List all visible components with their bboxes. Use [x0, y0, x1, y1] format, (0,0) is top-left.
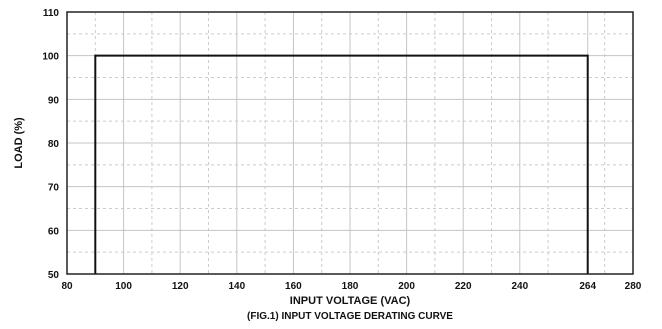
x-tick-label: 280 [625, 281, 642, 292]
y-tick-label: 60 [48, 226, 60, 237]
chart-title: (FIG.1) INPUT VOLTAGE DERATING CURVE [247, 311, 453, 322]
x-tick-label: 200 [398, 281, 415, 292]
derating-curve-line [94, 54, 589, 274]
y-tick-label: 50 [48, 270, 60, 281]
x-tick-label: 240 [511, 281, 528, 292]
plot-frame [66, 11, 634, 275]
y-tick-labels: 50 60 70 80 90 100 110 [42, 8, 59, 281]
grid-layer [66, 11, 634, 275]
x-tick-label: 140 [228, 281, 245, 292]
y-tick-label: 100 [42, 52, 59, 63]
x-tick-label: 180 [342, 281, 359, 292]
y-tick-label: 80 [48, 139, 60, 150]
x-tick-label: 220 [455, 281, 472, 292]
y-tick-label: 90 [48, 95, 60, 106]
x-tick-label: 160 [285, 281, 302, 292]
x-tick-label: 100 [115, 281, 132, 292]
x-tick-labels: 80 100 120 140 160 180 200 220 240 264 280 [61, 281, 641, 292]
series-layer [94, 54, 589, 274]
x-tick-label: 80 [61, 281, 73, 292]
x-tick-label: 264 [579, 281, 596, 292]
x-tick-label: 120 [172, 281, 189, 292]
y-tick-label: 110 [43, 8, 60, 19]
x-axis-label: INPUT VOLTAGE (VAC) [290, 295, 411, 307]
y-tick-label: 70 [48, 183, 60, 194]
y-axis-label: LOAD (%) [13, 117, 25, 169]
